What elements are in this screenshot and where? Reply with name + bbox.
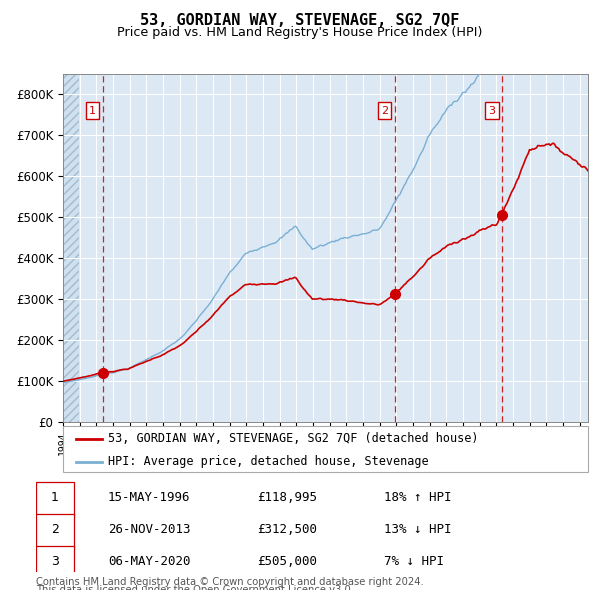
Text: Contains HM Land Registry data © Crown copyright and database right 2024.: Contains HM Land Registry data © Crown c… bbox=[36, 577, 424, 587]
FancyBboxPatch shape bbox=[36, 546, 74, 581]
Text: 1: 1 bbox=[51, 491, 59, 504]
Bar bbox=[63, 74, 79, 422]
Text: £505,000: £505,000 bbox=[257, 555, 317, 568]
Text: £312,500: £312,500 bbox=[257, 523, 317, 536]
Text: Price paid vs. HM Land Registry's House Price Index (HPI): Price paid vs. HM Land Registry's House … bbox=[118, 26, 482, 39]
Text: 3: 3 bbox=[51, 555, 59, 568]
Text: 7% ↓ HPI: 7% ↓ HPI bbox=[384, 555, 444, 568]
Text: 26-NOV-2013: 26-NOV-2013 bbox=[108, 523, 190, 536]
Text: £118,995: £118,995 bbox=[257, 491, 317, 504]
Text: 06-MAY-2020: 06-MAY-2020 bbox=[108, 555, 190, 568]
Text: 15-MAY-1996: 15-MAY-1996 bbox=[108, 491, 190, 504]
Text: This data is licensed under the Open Government Licence v3.0.: This data is licensed under the Open Gov… bbox=[36, 585, 354, 590]
Text: 18% ↑ HPI: 18% ↑ HPI bbox=[384, 491, 451, 504]
Text: HPI: Average price, detached house, Stevenage: HPI: Average price, detached house, Stev… bbox=[107, 455, 428, 468]
Text: 1: 1 bbox=[89, 106, 96, 116]
Text: 13% ↓ HPI: 13% ↓ HPI bbox=[384, 523, 451, 536]
FancyBboxPatch shape bbox=[36, 514, 74, 549]
Text: 2: 2 bbox=[381, 106, 388, 116]
Text: 53, GORDIAN WAY, STEVENAGE, SG2 7QF: 53, GORDIAN WAY, STEVENAGE, SG2 7QF bbox=[140, 13, 460, 28]
Bar bbox=[63, 74, 79, 422]
FancyBboxPatch shape bbox=[63, 426, 588, 472]
FancyBboxPatch shape bbox=[36, 482, 74, 516]
Text: 3: 3 bbox=[488, 106, 496, 116]
Text: 2: 2 bbox=[51, 523, 59, 536]
Text: 53, GORDIAN WAY, STEVENAGE, SG2 7QF (detached house): 53, GORDIAN WAY, STEVENAGE, SG2 7QF (det… bbox=[107, 432, 478, 445]
